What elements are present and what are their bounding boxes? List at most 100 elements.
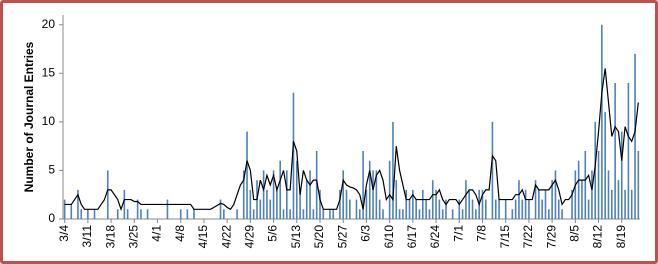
- bar: [236, 209, 238, 219]
- bar: [471, 199, 474, 219]
- y-axis-label: Number of Journal Entries: [22, 41, 36, 192]
- bar: [315, 151, 318, 219]
- bar: [106, 170, 109, 219]
- x-tick-label: 5/20: [312, 225, 326, 249]
- x-tick-label: 3/25: [126, 225, 140, 249]
- bar: [362, 151, 364, 219]
- x-tick-label: 8/5: [568, 225, 582, 242]
- bar: [375, 170, 378, 219]
- bar: [557, 199, 560, 219]
- x-tick-label: 7/15: [498, 225, 512, 249]
- bar: [146, 209, 149, 219]
- bar: [584, 151, 587, 219]
- bar: [518, 180, 520, 219]
- bar: [246, 131, 248, 219]
- x-tick-label: 7/1: [451, 225, 465, 242]
- bar: [415, 199, 417, 219]
- bar: [630, 189, 633, 219]
- bar: [309, 170, 311, 219]
- bar: [276, 189, 278, 219]
- bar: [561, 209, 563, 219]
- bar: [461, 209, 464, 219]
- bar: [342, 170, 345, 219]
- y-tick-label: 15: [42, 65, 56, 79]
- bar: [382, 209, 384, 219]
- bar: [123, 189, 126, 219]
- bar: [514, 199, 517, 219]
- x-tick-label: 7/29: [544, 225, 558, 249]
- bar: [279, 160, 282, 219]
- bar: [299, 189, 301, 219]
- bar: [77, 189, 79, 219]
- bar: [458, 199, 461, 219]
- bar: [126, 209, 129, 219]
- bar: [554, 170, 557, 219]
- bar: [637, 151, 640, 219]
- bar: [319, 189, 321, 219]
- x-tick-label: 4/29: [243, 225, 257, 249]
- x-tick-label: 5/6: [266, 225, 280, 242]
- bar: [451, 209, 454, 219]
- bar: [116, 209, 119, 219]
- bar: [405, 189, 408, 219]
- bar: [242, 170, 245, 219]
- bar: [441, 209, 444, 219]
- bar: [421, 189, 424, 219]
- bar: [186, 209, 189, 219]
- bar: [219, 199, 222, 219]
- bar: [292, 92, 295, 219]
- bar: [601, 24, 603, 220]
- bar: [378, 199, 381, 219]
- bar: [620, 131, 623, 219]
- bar: [617, 180, 620, 219]
- y-tick-label: 10: [42, 114, 56, 128]
- bar: [398, 209, 401, 219]
- bar: [534, 180, 537, 219]
- bar: [412, 189, 414, 219]
- x-tick-label: 4/1: [150, 225, 164, 242]
- y-tick-label: 5: [48, 163, 55, 177]
- x-tick-label: 6/24: [428, 225, 442, 249]
- x-tick-label: 4/8: [173, 225, 187, 242]
- trend-line: [64, 68, 639, 212]
- x-tick-label: 3/11: [80, 225, 94, 248]
- bar: [614, 83, 616, 219]
- x-tick-label: 6/3: [359, 225, 373, 242]
- bar: [312, 209, 315, 219]
- bar: [252, 209, 255, 219]
- bar: [305, 180, 308, 219]
- bar: [63, 199, 66, 219]
- bar: [295, 160, 298, 219]
- bar: [571, 189, 573, 219]
- bar: [339, 189, 341, 219]
- bar: [435, 189, 437, 219]
- bar: [511, 209, 514, 219]
- bar: [332, 209, 335, 219]
- bar: [140, 209, 142, 219]
- x-tick-label: 4/22: [219, 225, 233, 249]
- bar: [289, 209, 291, 219]
- bar: [388, 160, 391, 219]
- bar: [544, 189, 547, 219]
- bar: [402, 209, 404, 219]
- bar: [548, 209, 550, 219]
- x-tick-label: 5/13: [289, 225, 303, 249]
- bar: [259, 199, 262, 219]
- bar: [87, 209, 89, 219]
- bar: [494, 199, 497, 219]
- x-tick-label: 3/18: [103, 225, 117, 249]
- bar: [574, 170, 577, 219]
- bar: [604, 112, 606, 219]
- y-tick-label: 20: [42, 17, 56, 31]
- bar: [607, 170, 610, 219]
- bar: [70, 204, 73, 219]
- bar: [634, 53, 636, 219]
- bar: [597, 151, 600, 219]
- bar: [431, 180, 434, 219]
- bar: [551, 180, 553, 219]
- bar: [587, 199, 590, 219]
- bar: [272, 170, 275, 219]
- bar: [445, 199, 447, 219]
- bar: [475, 209, 477, 219]
